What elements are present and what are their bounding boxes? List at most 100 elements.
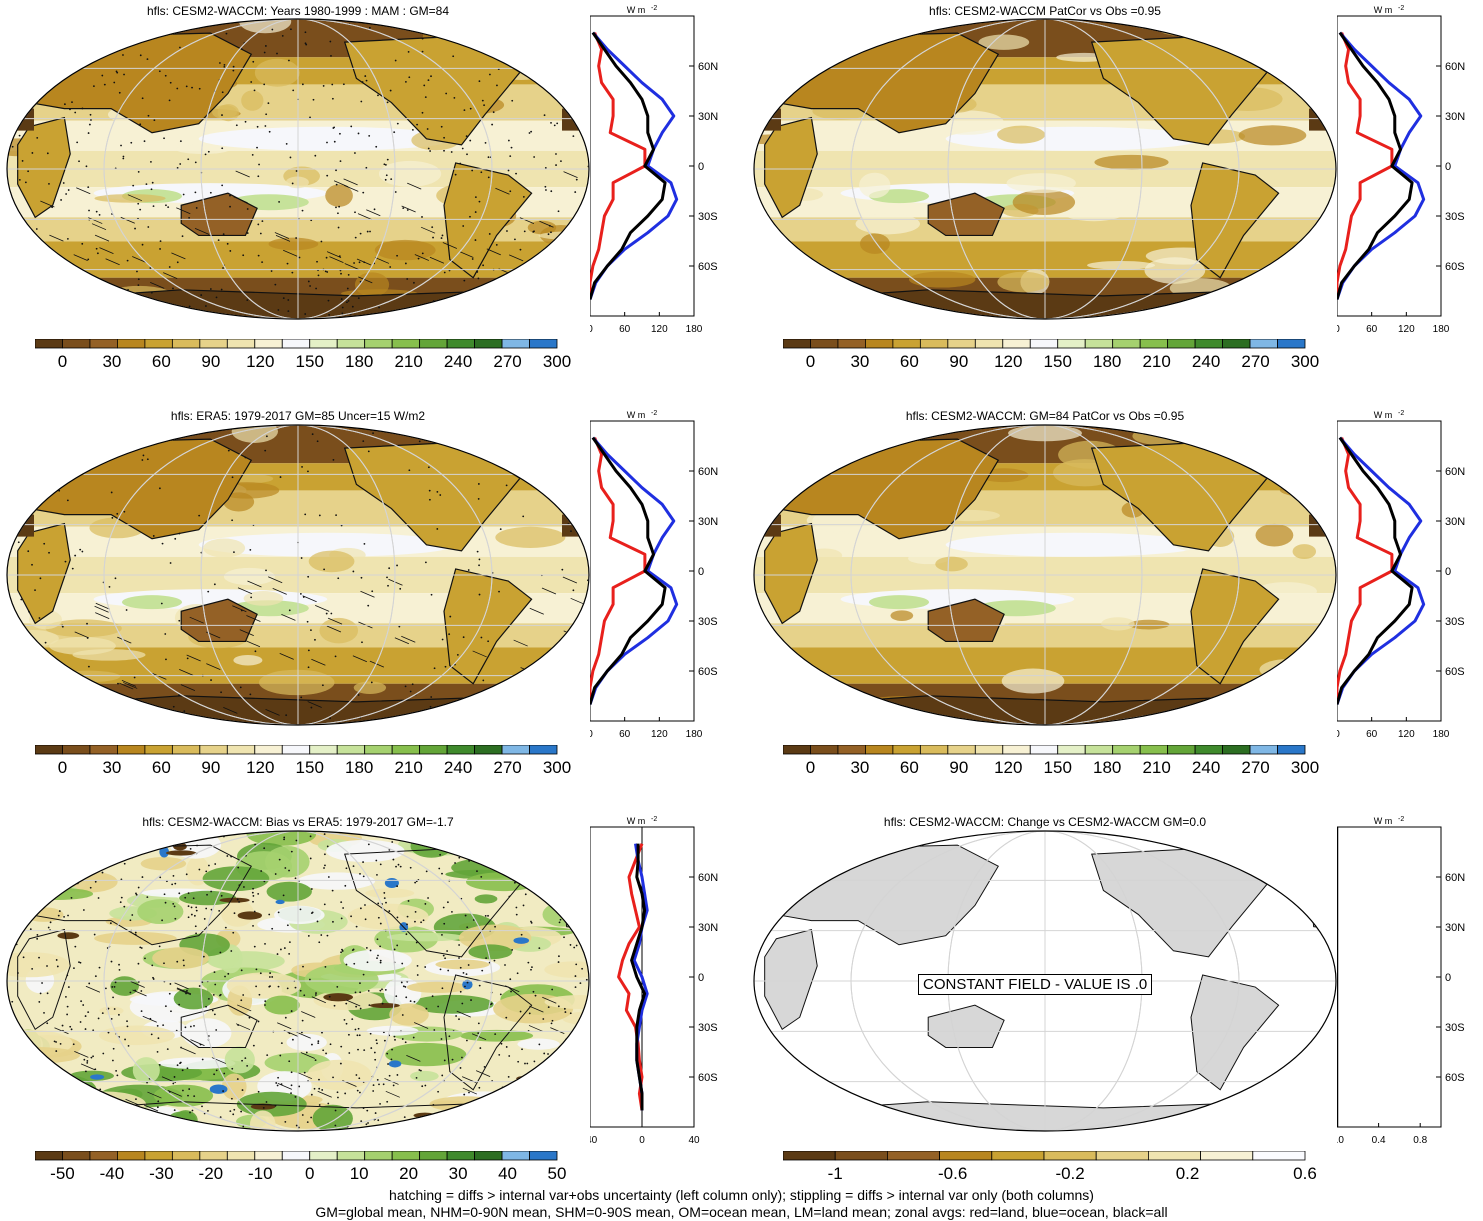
x-tick-label: 180	[686, 729, 703, 740]
panel-title: hfls: CESM2-WACCM: Years 1980-1999 : MAM…	[147, 4, 449, 18]
colorbar-swatch	[991, 1150, 1045, 1161]
panel-title: hfls: CESM2-WACCM: GM=84 PatCor vs Obs =…	[905, 409, 1185, 423]
colorbar-tick-label: 120	[994, 352, 1022, 371]
colorbar-swatch	[117, 744, 146, 755]
colorbar-swatch	[309, 744, 338, 755]
colorbar-tick-label: 120	[246, 352, 274, 371]
colorbar-swatch	[939, 1150, 993, 1161]
units-label: W m	[627, 5, 646, 15]
colorbar-swatch	[117, 1150, 146, 1161]
colorbar-swatch	[62, 1150, 91, 1161]
colorbar-tick-label: -40	[100, 1164, 125, 1183]
colorbar-swatch	[171, 744, 201, 755]
colorbar-swatch	[34, 1150, 63, 1161]
colorbar-container: 0 30 60 90 120 150 180 210 240 270 300	[34, 744, 577, 784]
colorbar-tick-label: -0.6	[938, 1164, 967, 1183]
colorbar: 0 30 60 90 120 150 180 210 240 270 300	[782, 744, 1319, 777]
x-tick-label: 120	[1398, 729, 1415, 740]
colorbar-swatch	[1277, 744, 1306, 755]
series-line-ocean	[588, 436, 679, 705]
colorbar-swatch	[1222, 744, 1251, 755]
colorbar-swatch	[1147, 1150, 1201, 1161]
colorbar-container: -50 -40 -30 -20 -10 0 10 20 30 40 50	[34, 1150, 577, 1190]
colorbar-swatch	[309, 1150, 338, 1161]
latitude-tick-label: 30S	[1445, 211, 1465, 223]
latitude-tick-label: 60S	[1445, 666, 1465, 678]
colorbar-tick-label: -20	[199, 1164, 224, 1183]
colorbar-swatch	[1139, 744, 1169, 755]
x-tick-label: 0	[639, 1135, 645, 1146]
colorbar-swatch	[254, 1150, 283, 1161]
units-label: W m	[627, 816, 646, 826]
colorbar: 0 30 60 90 120 150 180 210 240 270 300	[34, 338, 571, 371]
map	[6, 18, 590, 325]
colorbar-swatch	[62, 744, 91, 755]
colorbar-swatch	[144, 744, 173, 755]
x-tick-label: -40	[590, 1135, 598, 1146]
map	[753, 424, 1337, 731]
colorbar-swatch	[892, 744, 921, 755]
colorbar-swatch	[782, 744, 811, 755]
colorbar-swatch	[254, 338, 283, 349]
colorbar-tick-label: -10	[248, 1164, 273, 1183]
colorbar-swatch	[474, 744, 503, 755]
colorbar-swatch	[254, 744, 283, 755]
colorbar-swatch	[419, 338, 448, 349]
x-tick-label: 0.8	[1413, 1135, 1427, 1146]
colorbar-tick-label: 270	[1241, 352, 1269, 371]
colorbar-swatch	[309, 338, 338, 349]
map-field	[754, 425, 1336, 725]
latitude-tick-label: 30S	[698, 616, 718, 628]
colorbar-swatch	[419, 744, 448, 755]
zonal-mean-profile: W m -2 60N 30N 0 30S 60S 0 60 120 180	[1334, 5, 1465, 335]
colorbar-tick-label: 20	[399, 1164, 418, 1183]
colorbar-tick-label: 180	[1093, 352, 1121, 371]
colorbar-tick-label: 120	[246, 758, 274, 777]
colorbar-swatch	[1112, 744, 1141, 755]
colorbar-swatch	[892, 338, 921, 349]
panel-title: hfls: CESM2-WACCM: Change vs CESM2-WACCM…	[883, 815, 1207, 829]
colorbar-swatch	[226, 338, 256, 349]
colorbar-swatch	[281, 744, 311, 755]
colorbar: -1 -0.6 -0.2 0.2 0.6	[782, 1150, 1317, 1183]
zonal-profile-container: W m -2 60N 30N 0 30S 60S 0.0 0.4 0.8	[1330, 815, 1481, 1166]
latitude-tick-label: 30N	[1445, 922, 1465, 934]
colorbar-tick-label: 30	[850, 758, 869, 777]
latitude-tick-label: 0	[698, 161, 704, 173]
colorbar-swatch	[446, 744, 475, 755]
colorbar-tick-label: 0.6	[1293, 1164, 1317, 1183]
x-tick-label: 180	[1433, 729, 1450, 740]
map-field	[754, 19, 1336, 319]
x-tick-label: 0.0	[1337, 1135, 1344, 1146]
latitude-tick-label: 0	[1445, 972, 1451, 984]
colorbar-swatch	[1043, 1150, 1097, 1161]
x-tick-label: 120	[1398, 324, 1415, 335]
latitude-tick-label: 0	[1445, 566, 1451, 578]
colorbar-tick-label: 60	[152, 352, 171, 371]
colorbar-swatch	[1002, 338, 1031, 349]
colorbar-swatch	[1084, 744, 1114, 755]
colorbar-tick-label: 210	[394, 352, 422, 371]
latitude-tick-label: 30N	[1445, 516, 1465, 528]
latitude-tick-label: 60N	[1445, 61, 1465, 73]
map	[6, 830, 590, 1137]
x-tick-label: 120	[651, 324, 668, 335]
colorbar-tick-label: 90	[201, 352, 220, 371]
x-tick-label: 0	[590, 324, 593, 335]
colorbar-swatch	[34, 338, 63, 349]
colorbar-container: -1 -0.6 -0.2 0.2 0.6	[782, 1150, 1325, 1190]
colorbar-swatch	[1222, 338, 1251, 349]
colorbar-tick-label: 300	[543, 758, 571, 777]
colorbar-swatch	[1002, 744, 1031, 755]
latitude-tick-label: 30N	[1445, 111, 1465, 123]
zonal-profile-container: W m -2 60N 30N 0 30S 60S 0 60 120 180	[1334, 4, 1481, 355]
colorbar-tick-label: 300	[1291, 352, 1319, 371]
colorbar-tick-label: 60	[900, 758, 919, 777]
latitude-tick-label: 60S	[1445, 261, 1465, 273]
colorbar-swatch	[419, 1150, 448, 1161]
colorbar-swatch	[446, 338, 475, 349]
units-exponent: -2	[651, 816, 657, 823]
colorbar-tick-label: 30	[449, 1164, 468, 1183]
colorbar-swatch	[391, 1150, 421, 1161]
colorbar-container: 0 30 60 90 120 150 180 210 240 270 300	[782, 744, 1325, 784]
